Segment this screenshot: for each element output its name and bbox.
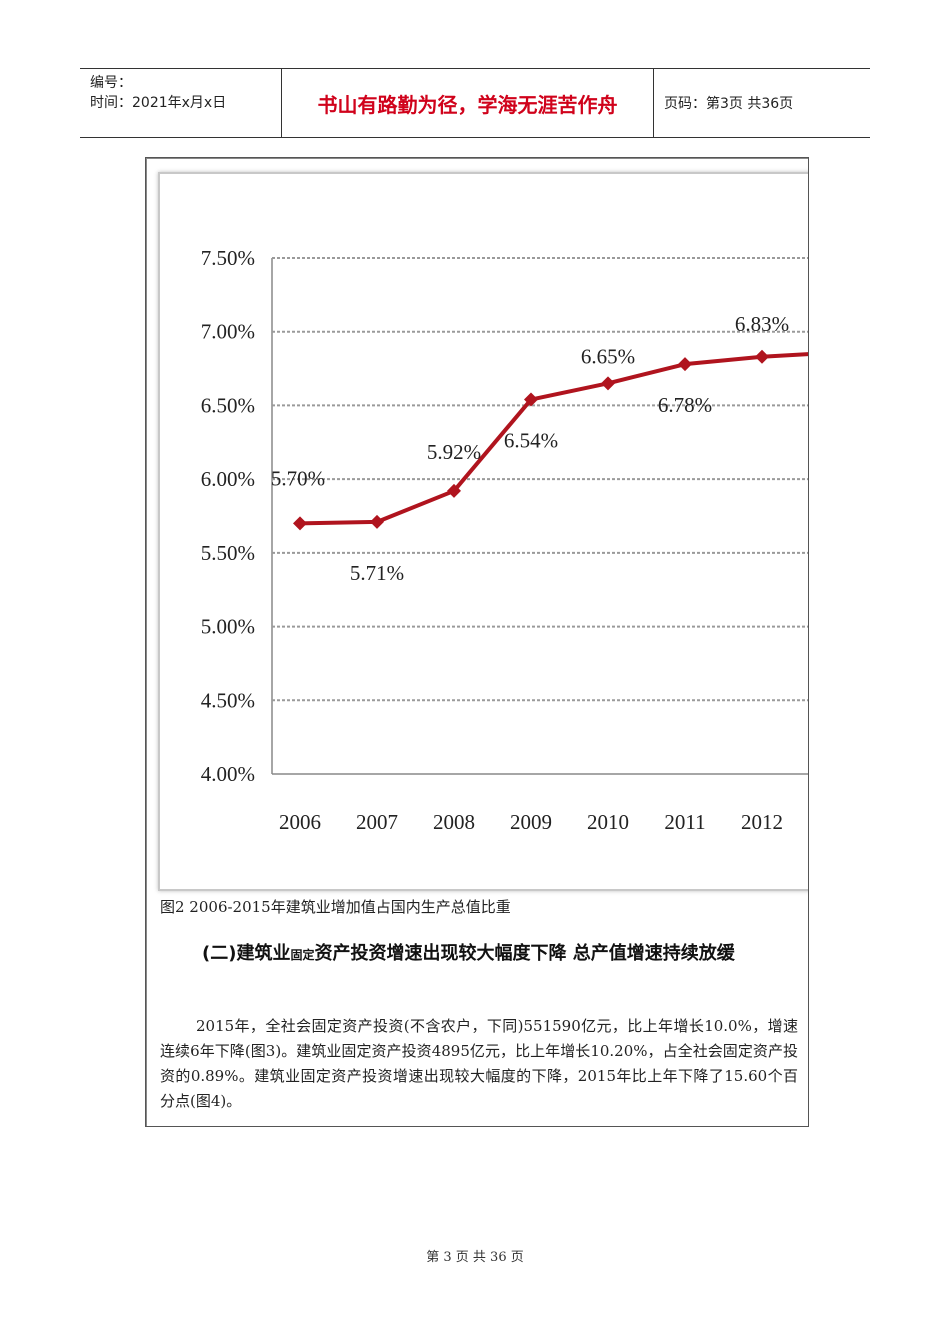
y-tick-label: 5.50% — [201, 541, 255, 565]
y-tick-label: 6.00% — [201, 467, 255, 491]
data-point — [678, 357, 692, 372]
data-point — [370, 514, 384, 529]
y-tick-label: 4.00% — [201, 762, 255, 786]
section-title: (二)建筑业固定资产投资增速出现较大幅度下降 总产值增速持续放缓 — [160, 940, 800, 969]
header-time-label: 时间：2021年x月x日 — [90, 95, 227, 111]
data-label: 5.71% — [350, 561, 404, 585]
content-frame: 7.50% 7.00% 6.50% 6.00% 5.50% 5.00% 4.50% 4.00%… — [145, 157, 809, 1127]
data-label: 6.54% — [504, 429, 558, 453]
x-tick-label: 2011 — [664, 810, 705, 834]
data-point — [447, 483, 461, 498]
header-meta: 编号： 时间：2021年x月x日 — [80, 69, 282, 137]
data-label: 6.78% — [658, 393, 712, 417]
data-label: 6.83% — [735, 312, 789, 336]
x-tick-label: 2009 — [510, 810, 552, 834]
y-tick-label: 4.50% — [201, 688, 255, 712]
x-tick-label: 2012 — [741, 810, 783, 834]
body-paragraph: 2015年，全社会固定资产投资(不含农户，下同)551590亿元，比上年增长10… — [160, 1017, 798, 1110]
x-tick-label: 2007 — [356, 810, 398, 834]
line-chart: 7.50% 7.00% 6.50% 6.00% 5.50% 5.00% 4.50% 4.00%… — [201, 246, 808, 834]
x-tick-label: 2010 — [587, 810, 629, 834]
y-tick-label: 7.50% — [201, 246, 255, 270]
data-point — [293, 516, 307, 531]
y-tick-label: 7.00% — [201, 320, 255, 344]
section-title-part2: 资产投资增速出现较大幅度下降 总产值增速持续放缓 — [314, 943, 735, 964]
data-label: 5.92% — [427, 440, 481, 464]
section-title-small: 固定 — [290, 948, 315, 962]
y-tick-label: 6.50% — [201, 393, 255, 417]
series-line — [299, 352, 808, 526]
header-page-info: 页码：第3页 共36页 — [664, 96, 794, 112]
figure-caption: 图2 2006-2015年建筑业增加值占国内生产总值比重 — [160, 898, 511, 916]
x-tick-label: 2006 — [279, 810, 321, 834]
data-point — [524, 392, 538, 407]
data-point — [601, 376, 615, 391]
chart-container: 7.50% 7.00% 6.50% 6.00% 5.50% 5.00% 4.50% 4.00%… — [158, 172, 808, 891]
section-title-part1: (二)建筑业 — [202, 943, 291, 964]
y-tick-label: 5.00% — [201, 615, 255, 639]
page-header: 编号： 时间：2021年x月x日 书山有路勤为径，学海无涯苦作舟 页码：第3页 … — [80, 68, 870, 138]
x-tick-label: 2008 — [433, 810, 475, 834]
page-footer: 第 3 页 共 36 页 — [426, 1250, 524, 1265]
data-label: 6.65% — [581, 344, 635, 368]
data-label: 5.70% — [271, 466, 325, 490]
header-motto: 书山有路勤为径，学海无涯苦作舟 — [282, 69, 654, 137]
data-point — [755, 349, 769, 364]
header-number-label: 编号： — [90, 75, 132, 91]
